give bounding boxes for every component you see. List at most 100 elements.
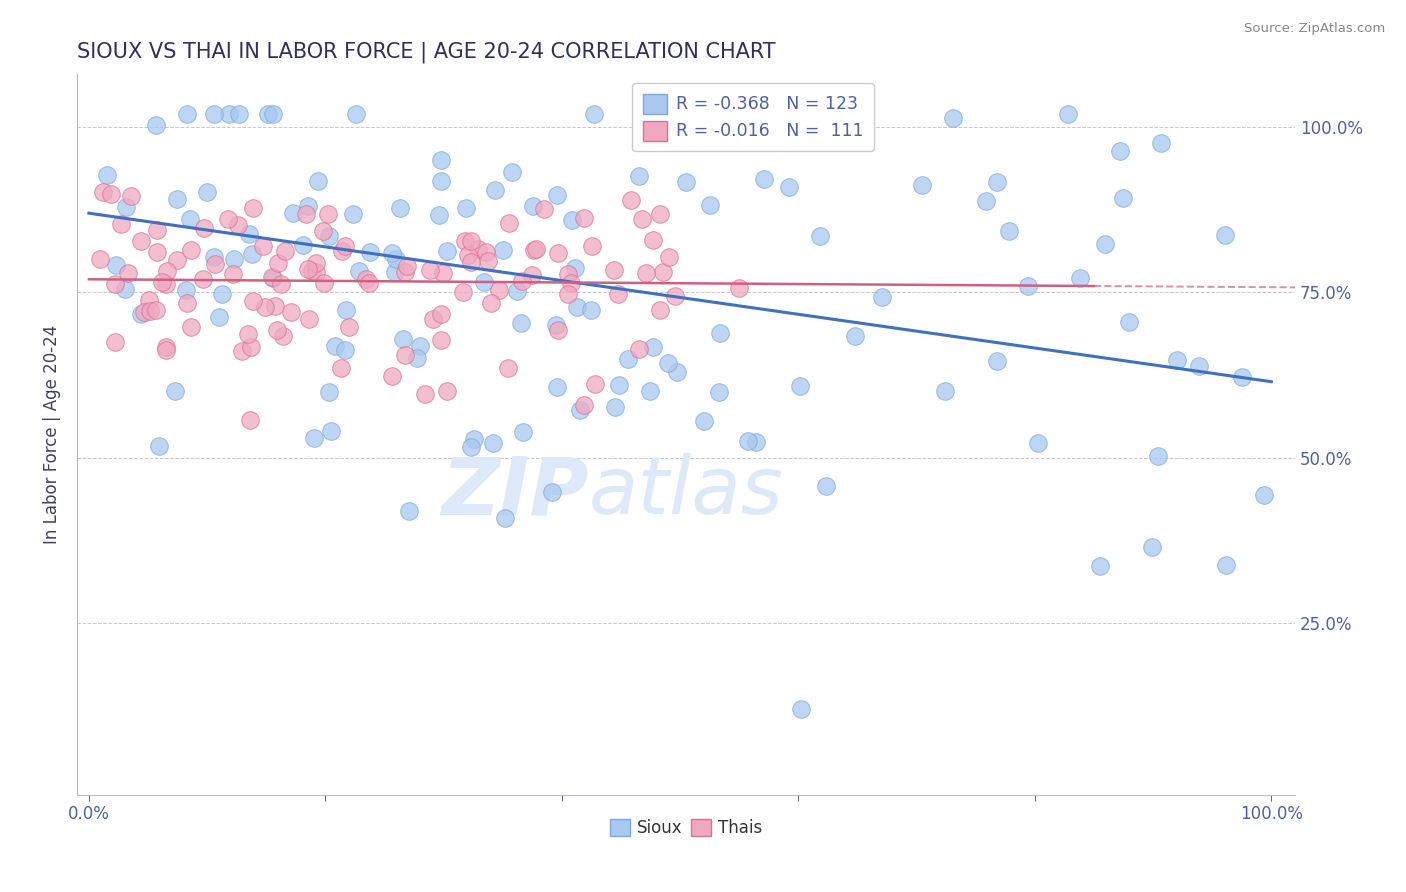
Point (533, 202, 555, 217)
Point (603, 401, 626, 415)
Point (218, 107, 240, 121)
Point (301, 263, 323, 277)
Point (96, 168, 118, 182)
Point (110, 217, 132, 231)
Point (1094, 236, 1116, 251)
Point (911, 178, 934, 192)
Point (146, 244, 169, 259)
Point (844, 329, 866, 343)
Point (1056, 107, 1078, 121)
Point (398, 504, 420, 518)
Point (506, 284, 529, 298)
Point (242, 201, 264, 215)
Point (260, 270, 283, 285)
Point (451, 285, 474, 299)
Point (254, 300, 277, 314)
Point (330, 244, 353, 258)
Point (491, 244, 513, 258)
Point (652, 264, 675, 278)
Point (226, 218, 249, 232)
Point (1166, 353, 1188, 368)
Point (202, 250, 225, 264)
Point (631, 212, 654, 227)
Point (217, 211, 239, 226)
Point (572, 211, 595, 225)
Point (472, 276, 495, 290)
Point (239, 413, 262, 427)
Point (266, 256, 288, 270)
Point (104, 277, 127, 291)
Point (789, 378, 811, 392)
Point (394, 265, 416, 279)
Point (509, 316, 531, 330)
Point (638, 384, 661, 399)
Point (273, 328, 295, 343)
Point (524, 243, 547, 257)
Point (281, 206, 304, 220)
Point (166, 252, 188, 267)
Point (333, 343, 356, 357)
Point (305, 256, 328, 270)
Point (150, 275, 173, 289)
Point (325, 338, 347, 352)
Point (628, 342, 651, 356)
Point (522, 199, 544, 213)
Point (579, 303, 602, 318)
Point (547, 245, 569, 260)
Point (664, 289, 686, 303)
Point (477, 253, 499, 268)
Point (155, 340, 177, 354)
Point (436, 384, 458, 398)
Point (266, 323, 288, 337)
Point (572, 398, 595, 412)
Point (238, 227, 260, 241)
Point (1017, 278, 1039, 293)
Point (728, 281, 751, 295)
Point (523, 244, 546, 258)
Point (224, 252, 246, 267)
Text: ZIP: ZIP (441, 453, 589, 532)
Point (202, 107, 225, 121)
Point (342, 207, 364, 221)
Point (180, 243, 202, 257)
Point (643, 340, 665, 354)
Point (709, 385, 731, 400)
Point (1140, 540, 1163, 554)
Point (460, 441, 482, 455)
Point (312, 224, 335, 238)
Point (384, 265, 406, 279)
Point (291, 238, 314, 252)
Point (432, 266, 454, 280)
Point (1026, 435, 1049, 450)
Point (557, 287, 579, 301)
Point (501, 164, 523, 178)
Point (430, 153, 453, 167)
Text: atlas: atlas (589, 453, 783, 532)
Point (280, 305, 302, 319)
Point (648, 206, 671, 220)
Point (204, 257, 226, 271)
Point (104, 258, 127, 272)
Point (257, 107, 280, 121)
Point (494, 511, 516, 525)
Point (176, 107, 198, 121)
Point (335, 239, 357, 253)
Point (488, 283, 510, 297)
Point (381, 368, 404, 383)
Point (1215, 227, 1237, 242)
Point (270, 277, 292, 292)
Point (359, 277, 381, 291)
Point (394, 348, 416, 362)
Point (139, 304, 162, 318)
Point (252, 239, 274, 253)
Point (547, 323, 569, 337)
Point (388, 202, 411, 216)
Point (145, 223, 167, 237)
Text: SIOUX VS THAI IN LABOR FORCE | AGE 20-24 CORRELATION CHART: SIOUX VS THAI IN LABOR FORCE | AGE 20-24… (77, 42, 776, 63)
Point (709, 326, 731, 340)
Point (986, 175, 1008, 189)
Point (318, 228, 340, 243)
Point (156, 263, 179, 277)
Legend: Sioux, Thais: Sioux, Thais (603, 813, 769, 844)
Point (484, 183, 506, 197)
